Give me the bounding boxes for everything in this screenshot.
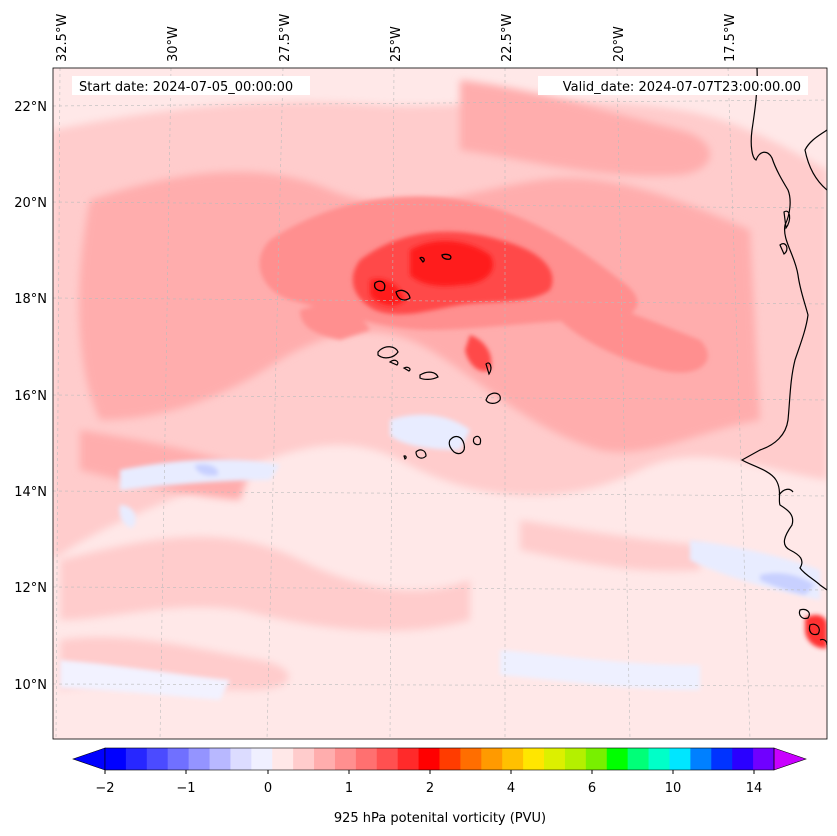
- colorbar-tick-label: 14: [746, 781, 763, 796]
- colorbar-cell: [293, 748, 315, 770]
- colorbar-tick-label: 1: [345, 781, 353, 796]
- colorbar-cell: [397, 748, 420, 770]
- latitude-labels: 22°N 20°N 18°N 16°N 14°N 12°N 10°N: [14, 100, 47, 693]
- colorbar-cell: [334, 748, 357, 770]
- gridlines: [53, 68, 827, 739]
- lon-label-25w: 25°W: [389, 26, 404, 62]
- map-frame: [52, 67, 828, 740]
- lon-label-17-5w: 17.5°W: [723, 14, 738, 62]
- colorbar-label: 925 hPa potenital vorticity (PVU): [334, 811, 546, 826]
- colorbar-tick-label: 10: [665, 781, 682, 796]
- lat-label-20n: 20°N: [14, 196, 47, 211]
- colorbar-cell: [314, 748, 336, 770]
- colorbar-cell: [690, 748, 712, 770]
- start-date-text: Start date: 2024-07-05_00:00:00: [79, 80, 293, 95]
- valid-date-text: Valid_date: 2024-07-07T23:00:00.00: [563, 80, 801, 95]
- map-area[interactable]: [53, 68, 827, 739]
- colorbar-cell: [439, 748, 461, 770]
- colorbar-cell: [167, 748, 190, 770]
- colorbar-cells: [105, 748, 775, 770]
- colorbar-extend-low: [72, 747, 106, 771]
- colorbar-cell: [753, 748, 775, 770]
- lat-label-14n: 14°N: [14, 485, 47, 500]
- valid-date-box: Valid_date: 2024-07-07T23:00:00.00: [538, 76, 808, 95]
- lon-label-30w: 30°W: [166, 26, 181, 62]
- cabo-verde-islands: [377, 346, 501, 460]
- colorbar-cell: [146, 748, 169, 770]
- lat-label-18n: 18°N: [14, 292, 47, 307]
- colorbar-frame: [104, 747, 775, 771]
- lat-label-16n: 16°N: [14, 389, 47, 404]
- colorbar-cell: [105, 748, 127, 770]
- colorbar-cell: [376, 748, 399, 770]
- coastline: [740, 68, 827, 646]
- start-date-box: Start date: 2024-07-05_00:00:00: [72, 76, 310, 95]
- colorbar-cell: [711, 748, 733, 770]
- lat-label-10n: 10°N: [14, 678, 47, 693]
- colorbar-extend-high: [773, 747, 807, 771]
- colorbar-cell: [481, 748, 503, 770]
- lat-label-22n: 22°N: [14, 100, 47, 115]
- colorbar-cell: [251, 748, 273, 770]
- lon-label-20w: 20°W: [612, 26, 627, 62]
- longitude-labels: 32.5°W 30°W 27.5°W 25°W 22.5°W 20°W 17.5…: [55, 14, 738, 62]
- pv-negative-field: [60, 414, 820, 700]
- colorbar-cell: [627, 748, 650, 770]
- pv-peak-field: [370, 240, 494, 306]
- colorbar-cell: [209, 748, 231, 770]
- colorbar-cell: [188, 748, 211, 770]
- colorbar-cell: [732, 748, 754, 770]
- colorbar-tick-label: 6: [588, 781, 596, 796]
- colorbar-tick-label: −1: [176, 781, 195, 796]
- lon-label-32-5w: 32.5°W: [55, 14, 70, 62]
- colorbar-tick-label: 4: [507, 781, 515, 796]
- colorbar-cell: [460, 748, 482, 770]
- colorbar-cell: [125, 748, 148, 770]
- colorbar-cell: [669, 748, 691, 770]
- colorbar: −2 −1 0 1 2 4 6 10 14 925 hPa potenital …: [72, 747, 807, 826]
- colorbar-cell: [355, 748, 378, 770]
- lon-label-27-5w: 27.5°W: [278, 14, 293, 62]
- colorbar-cell: [272, 748, 294, 770]
- colorbar-cell: [544, 748, 566, 770]
- pv-contour-lines: [373, 253, 452, 301]
- colorbar-cell: [564, 748, 587, 770]
- colorbar-cell: [418, 748, 440, 770]
- colorbar-tick-label: −2: [95, 781, 114, 796]
- colorbar-ticks: −2 −1 0 1 2 4 6 10 14: [95, 770, 762, 796]
- colorbar-cell: [648, 748, 670, 770]
- colorbar-cell: [585, 748, 608, 770]
- colorbar-cell: [502, 748, 524, 770]
- colorbar-cell: [606, 748, 629, 770]
- colorbar-cell: [230, 748, 252, 770]
- colorbar-tick-label: 2: [426, 781, 434, 796]
- lon-label-22-5w: 22.5°W: [500, 14, 515, 62]
- colorbar-cell: [523, 748, 545, 770]
- colorbar-tick-label: 0: [264, 781, 272, 796]
- lat-label-12n: 12°N: [14, 581, 47, 596]
